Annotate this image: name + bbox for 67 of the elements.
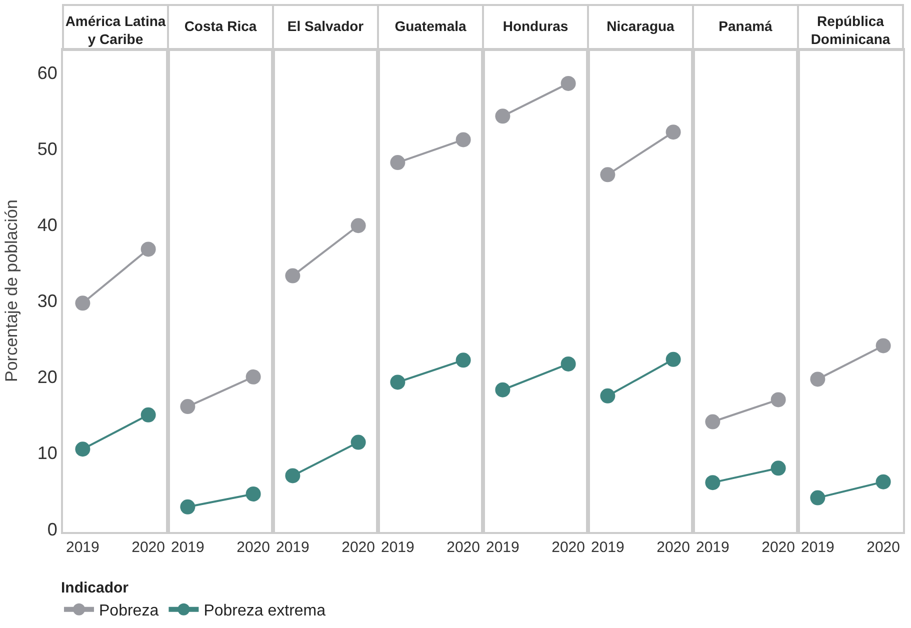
point xyxy=(495,108,510,124)
point xyxy=(285,468,300,484)
x-tick-label: 2019 xyxy=(486,539,520,556)
point xyxy=(876,338,891,354)
y-tick-label: 10 xyxy=(37,443,58,464)
chart-title: Nicaragua xyxy=(606,18,675,34)
point xyxy=(770,392,786,408)
x-tick-label: 2019 xyxy=(171,539,204,556)
chart-title: Panamá xyxy=(718,18,773,34)
point xyxy=(666,124,681,140)
x-tick-label: 2020 xyxy=(132,539,165,556)
x-tick-label: 2020 xyxy=(866,539,900,556)
legend-label: Pobreza xyxy=(99,602,159,620)
chart-title: Honduras xyxy=(502,18,568,34)
x-tick-label: 2019 xyxy=(591,539,624,556)
point xyxy=(456,132,471,148)
point xyxy=(390,155,406,170)
point xyxy=(180,399,196,414)
x-tick-label: 2020 xyxy=(656,539,690,556)
chart-title: El Salvador xyxy=(287,18,364,34)
point xyxy=(495,382,510,398)
point xyxy=(285,268,300,284)
x-tick-label: 2019 xyxy=(66,539,100,556)
point xyxy=(560,356,576,372)
y-tick-label: 60 xyxy=(37,63,58,84)
point xyxy=(140,407,156,422)
point xyxy=(810,490,826,506)
point xyxy=(390,374,406,390)
point xyxy=(666,352,681,367)
point xyxy=(140,242,156,257)
x-tick-label: 2019 xyxy=(696,539,730,556)
chart-title: Guatemala xyxy=(394,18,467,34)
y-tick-label: 0 xyxy=(47,519,58,540)
x-tick-label: 2020 xyxy=(236,539,270,556)
x-tick-label: 2020 xyxy=(446,539,480,556)
point xyxy=(246,486,261,502)
x-tick-label: 2019 xyxy=(801,539,834,556)
point xyxy=(770,460,786,476)
x-tick-label: 2019 xyxy=(381,539,414,556)
legend-label: Pobreza extrema xyxy=(204,602,326,620)
point xyxy=(705,414,720,430)
chart-title: América Latina y Caribe xyxy=(65,13,166,48)
y-tick-label: 40 xyxy=(37,215,58,236)
point xyxy=(876,474,891,490)
point xyxy=(600,388,616,404)
x-tick-label: 2020 xyxy=(552,539,585,556)
point xyxy=(246,369,261,384)
point xyxy=(350,434,366,450)
chart-title: República Dominicana xyxy=(810,13,890,48)
point xyxy=(560,76,576,91)
legend-title: Indicador xyxy=(61,579,129,596)
y-tick-label: 50 xyxy=(37,139,58,160)
point xyxy=(350,218,366,234)
point xyxy=(180,499,196,514)
y-axis-title: Porcentaje de población xyxy=(2,200,21,382)
x-tick-label: 2020 xyxy=(762,539,795,556)
point xyxy=(75,296,90,311)
x-tick-label: 2020 xyxy=(342,539,375,556)
x-tick-label: 2019 xyxy=(276,539,310,556)
y-tick-label: 30 xyxy=(37,291,58,312)
y-tick-label: 20 xyxy=(37,367,58,388)
point xyxy=(600,167,616,182)
point xyxy=(75,442,90,457)
point xyxy=(456,352,471,368)
chart-title: Costa Rica xyxy=(184,18,257,34)
point xyxy=(810,372,826,387)
point xyxy=(705,475,720,490)
